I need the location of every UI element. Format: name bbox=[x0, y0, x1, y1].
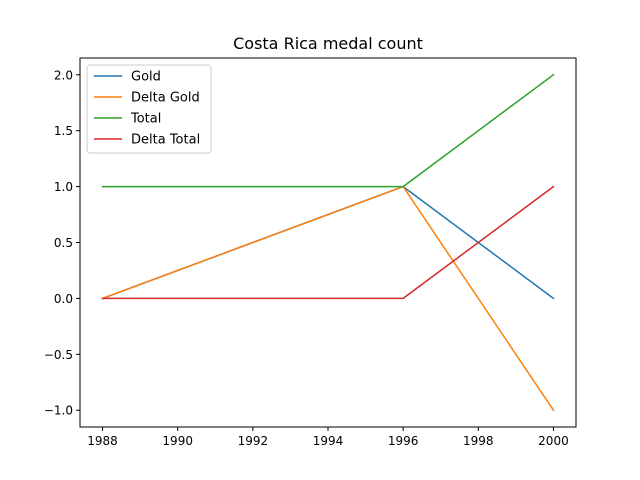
x-tick-label: 1992 bbox=[238, 434, 269, 448]
y-tick-label: 1.0 bbox=[54, 180, 73, 194]
legend: Gold Delta Gold Total Delta Total bbox=[86, 64, 212, 154]
x-tick-label: 1994 bbox=[313, 434, 344, 448]
legend-label: Delta Total bbox=[131, 133, 200, 148]
series-line-gold bbox=[101, 185, 555, 300]
x-tick-label: 1996 bbox=[388, 434, 419, 448]
legend-label: Total bbox=[130, 112, 161, 127]
series-line-total bbox=[101, 73, 555, 188]
x-tick-label: 1990 bbox=[162, 434, 193, 448]
legend-box bbox=[86, 64, 212, 154]
y-tick-label: 0.5 bbox=[54, 236, 73, 250]
y-axis: −1.0 −0.5 0.0 0.5 1.0 1.5 2.0 bbox=[44, 68, 80, 418]
x-tick-label: 1988 bbox=[87, 434, 118, 448]
y-tick-label: −1.0 bbox=[44, 404, 73, 418]
x-axis: 1988 1990 1992 1994 1996 1998 2000 bbox=[87, 427, 569, 448]
y-tick-label: 2.0 bbox=[54, 68, 73, 82]
series-layer bbox=[101, 73, 555, 412]
legend-label: Delta Gold bbox=[131, 91, 200, 106]
chart-title: Costa Rica medal count bbox=[233, 34, 423, 53]
y-tick-label: 0.0 bbox=[54, 292, 73, 306]
y-tick-label: −0.5 bbox=[44, 348, 73, 362]
legend-label: Gold bbox=[131, 70, 161, 85]
y-tick-label: 1.5 bbox=[54, 124, 73, 138]
x-tick-label: 1998 bbox=[463, 434, 494, 448]
series-line-delta-total bbox=[101, 185, 555, 300]
x-tick-label: 2000 bbox=[538, 434, 569, 448]
